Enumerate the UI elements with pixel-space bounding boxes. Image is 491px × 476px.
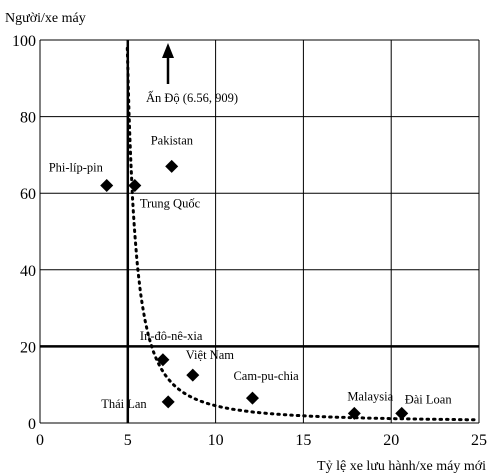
tick-labels: 0 5 10 15 20 25 0 20 40 60 80 100 bbox=[12, 33, 487, 449]
point-label-1: Trung Quốc bbox=[140, 197, 201, 211]
y-tick-label-60: 60 bbox=[20, 186, 36, 203]
point-label-3: In-đô-nê-xia bbox=[140, 329, 203, 343]
point-label-5: Thái Lan bbox=[101, 397, 147, 411]
y-tick-label-0: 0 bbox=[28, 416, 36, 433]
point-marker-5 bbox=[161, 395, 175, 409]
x-tick-label-5: 5 bbox=[124, 432, 132, 449]
x-tick-label-0: 0 bbox=[36, 432, 44, 449]
y-axis-label: Người/xe máy bbox=[5, 11, 86, 26]
point-label-4: Việt Nam bbox=[186, 348, 234, 362]
x-tick-label-15: 15 bbox=[295, 432, 311, 449]
x-tick-label-20: 20 bbox=[383, 432, 399, 449]
point-marker-7 bbox=[347, 406, 361, 420]
point-marker-1 bbox=[128, 179, 142, 193]
x-axis-label: Tỷ lệ xe lưu hành/xe máy mới bbox=[317, 459, 486, 474]
x-tick-label-25: 25 bbox=[471, 432, 487, 449]
point-marker-6 bbox=[245, 391, 259, 405]
y-tick-label-40: 40 bbox=[20, 263, 36, 280]
point-label-2: Pakistan bbox=[151, 133, 194, 147]
y-tick-label-100: 100 bbox=[12, 33, 36, 50]
y-tick-label-20: 20 bbox=[20, 339, 36, 356]
offscale-annotation-label: Ấn Độ (6.56, 909) bbox=[146, 90, 238, 105]
point-marker-0 bbox=[100, 179, 114, 193]
up-arrow-head bbox=[162, 43, 174, 58]
y-tick-label-80: 80 bbox=[20, 110, 36, 127]
reference-lines bbox=[40, 40, 479, 423]
offscale-annotation: Ấn Độ (6.56, 909) bbox=[146, 43, 238, 105]
point-label-0: Phi-líp-pin bbox=[49, 161, 104, 175]
point-marker-3 bbox=[156, 353, 170, 367]
point-marker-2 bbox=[165, 159, 179, 173]
grid-lines bbox=[39, 39, 480, 424]
data-points: Phi-líp-pin Trung Quốc Pakistan In-đô-nê-xi… bbox=[49, 133, 453, 420]
trend-curve bbox=[125, 46, 479, 422]
point-label-7: Malaysia bbox=[347, 389, 393, 403]
point-marker-4 bbox=[186, 368, 200, 382]
point-label-6: Cam-pu-chia bbox=[233, 369, 299, 383]
point-marker-8 bbox=[395, 406, 409, 420]
point-label-8: Đài Loan bbox=[405, 392, 453, 406]
x-tick-label-10: 10 bbox=[208, 432, 224, 449]
